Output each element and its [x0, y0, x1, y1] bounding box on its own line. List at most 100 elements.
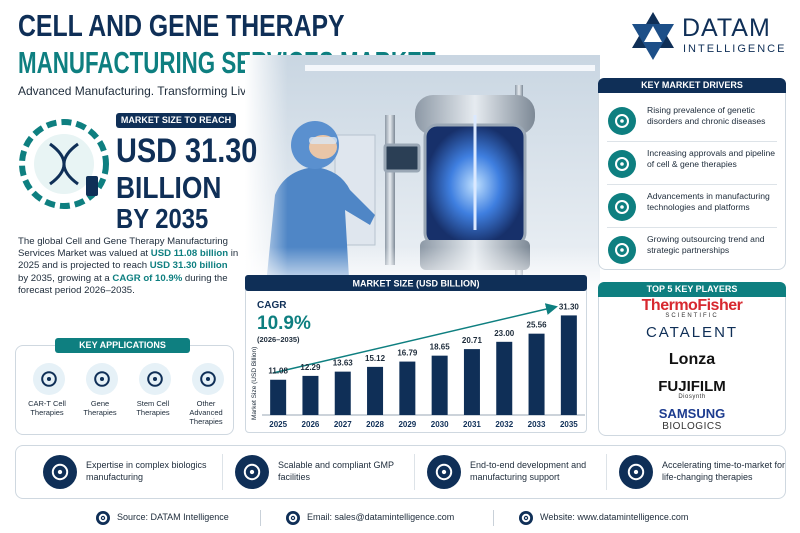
player-sub: SCIENTIFIC	[665, 313, 719, 319]
footer-text: Website: www.datamintelligence.com	[540, 512, 689, 522]
player-logo: ThermoFisher SCIENTIFIC	[599, 297, 785, 320]
key-players: ThermoFisher SCIENTIFIC CATALENT Lonza FUJIF…	[598, 282, 786, 436]
feature-icon	[427, 455, 461, 489]
market-size-label: MARKET SIZE TO REACH	[116, 113, 236, 128]
icon-glyph	[152, 376, 158, 382]
application-label: Stem Cell Therapies	[136, 399, 170, 417]
icon-glyph	[94, 371, 110, 387]
divider	[260, 510, 261, 526]
player-name: CATALENT	[645, 324, 739, 341]
application-label: Gene Therapies	[83, 399, 117, 417]
dna-helix	[49, 142, 79, 186]
bar	[431, 355, 448, 415]
x-tick-label: 2026	[302, 420, 320, 429]
application-icon	[33, 363, 65, 395]
driver-text: Advancements in manufacturing technologi…	[647, 191, 770, 212]
icon-glyph	[98, 513, 108, 523]
player-name: Lonza	[668, 351, 716, 368]
value-label: 23.00	[494, 329, 515, 338]
icon-glyph	[615, 243, 629, 257]
icon-glyph	[525, 517, 527, 519]
market-size-value: USD 31.30	[116, 132, 258, 170]
value-label: 25.56	[527, 321, 548, 330]
player-logo: FUJIFILM Diosynth	[599, 378, 785, 401]
bar	[302, 375, 319, 415]
logo-name: DATAM	[682, 14, 771, 42]
lab-illustration	[245, 55, 600, 295]
cagr-label: CAGR	[257, 300, 287, 311]
title-line: CELL AND GENE THERAPY	[18, 8, 345, 43]
icon-glyph	[620, 119, 624, 123]
icon-glyph	[627, 463, 645, 481]
icon-glyph	[102, 517, 104, 519]
description-text: The global Cell and Gene Therapy Manufac…	[18, 236, 228, 260]
icon-glyph	[249, 469, 255, 475]
key-drivers: Rising prevalence of genetic disorders a…	[598, 78, 786, 270]
bar	[496, 341, 513, 415]
value-label: 12.29	[300, 363, 321, 372]
icon-glyph	[57, 469, 63, 475]
footer-text: Source: DATAM Intelligence	[117, 512, 229, 522]
value-label: 20.71	[462, 336, 483, 345]
bar	[270, 379, 287, 415]
feature-text: Accelerating time-to-market for life-cha…	[662, 460, 786, 482]
player-name: FUJIFILM	[658, 378, 726, 395]
driver-icon	[608, 107, 636, 135]
icon-glyph	[288, 513, 298, 523]
key-applications: CAR-T Cell Therapies Gene Therapies Stem C…	[15, 345, 234, 435]
x-tick-label: 2028	[366, 420, 384, 429]
x-tick-label: 2030	[431, 420, 449, 429]
icon-glyph	[99, 376, 105, 382]
value-label: 13.63	[333, 359, 354, 368]
section-title: TOP 5 KEY PLAYERS	[598, 282, 786, 297]
description-text: CAGR of 10.9%	[112, 272, 183, 284]
x-tick-label: 2027	[334, 420, 352, 429]
application-icon	[192, 363, 224, 395]
x-tick-label: 2031	[463, 420, 481, 429]
divider	[414, 454, 415, 490]
icon-glyph	[292, 517, 294, 519]
value-label: 15.12	[365, 354, 386, 363]
footer-text: Email: sales@datamintelligence.com	[307, 512, 455, 522]
divider	[493, 510, 494, 526]
features: Expertise in complex biologics manufactu…	[15, 445, 786, 499]
player-sub: Diosynth	[678, 394, 706, 400]
chart-header	[245, 275, 587, 291]
bar	[528, 333, 545, 415]
value-label: 31.30	[559, 302, 580, 311]
description-text: by 2035, growing at a	[18, 272, 113, 284]
application-label: CAR-T Cell Therapies	[28, 399, 66, 417]
application-label: Other Advanced Therapies	[189, 399, 223, 426]
bar	[560, 315, 577, 415]
x-tick-label: 2035	[560, 420, 578, 429]
feature-text: Expertise in complex biologics manufactu…	[86, 460, 207, 482]
icon-glyph	[147, 371, 163, 387]
icon-glyph	[205, 376, 211, 382]
logo-shape	[644, 26, 662, 42]
player-name: SAMSUNG	[658, 406, 726, 421]
section-title: KEY MARKET DRIVERS	[598, 78, 786, 93]
section-title: KEY APPLICATIONS	[55, 338, 190, 353]
player-logo: SAMSUNG BIOLOGICS	[599, 406, 785, 433]
icon-glyph	[620, 162, 624, 166]
footer-icon	[286, 511, 300, 525]
icon-glyph	[46, 376, 52, 382]
feature-icon	[235, 455, 269, 489]
logo-tagline: INTELLIGENCE	[683, 43, 787, 55]
vial	[86, 176, 98, 196]
icon-glyph	[620, 248, 624, 252]
x-tick-label: 2033	[528, 420, 546, 429]
feature-icon	[43, 455, 77, 489]
player-name: ThermoFisher	[641, 297, 743, 314]
description: The global Cell and Gene Therapy Manufac…	[18, 236, 240, 297]
bar	[463, 349, 480, 415]
divider	[607, 227, 777, 228]
value-label: 16.79	[397, 349, 418, 358]
footer-icon	[519, 511, 533, 525]
application-icon	[86, 363, 118, 395]
bar	[334, 371, 351, 415]
divider	[606, 454, 607, 490]
gear	[19, 119, 109, 209]
icon-glyph	[615, 200, 629, 214]
driver-text: Growing outsourcing trend and strategic …	[647, 234, 765, 255]
